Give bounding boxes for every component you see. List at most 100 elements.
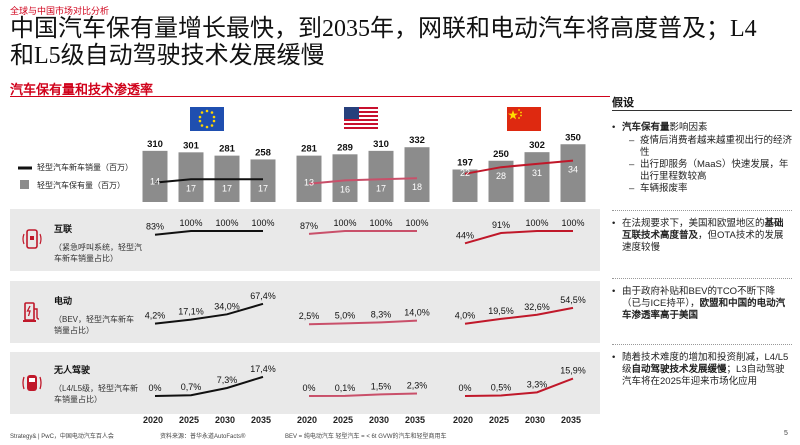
penetration-value-label: 4,0% xyxy=(455,311,476,321)
penetration-value-label: 19,5% xyxy=(488,306,514,316)
fleet-value-label: 281 xyxy=(219,144,236,155)
sidebar-heading-rule xyxy=(612,110,792,111)
legend-line-swatch xyxy=(18,166,32,170)
penetration-line xyxy=(154,230,263,236)
penetration-value-label: 100% xyxy=(333,218,356,228)
penetration-value-label: 54,5% xyxy=(560,295,586,305)
sidebar-heading: 假设 xyxy=(612,97,634,109)
year-label: 2025 xyxy=(333,415,354,425)
fleet-bar xyxy=(452,169,478,202)
year-label: 2035 xyxy=(561,415,582,425)
fleet-bar xyxy=(296,155,322,202)
assumption-electric-text: 由于政府补贴和BEV的TCO不断下降（已与ICE持平）， xyxy=(622,286,776,309)
fleet-value-label: 350 xyxy=(565,132,581,143)
sales-value-label: 28 xyxy=(496,171,506,181)
assumption-fleet-sub: 车辆报废率 xyxy=(622,183,792,195)
sales-value-label: 16 xyxy=(340,184,350,194)
section-subtitle: 汽车保有量和技术渗透率 xyxy=(10,82,154,97)
legend-line-label: 轻型汽车新车销量（百万） xyxy=(37,163,133,172)
assumption-connected-bold: 基础互联技术高度普及 xyxy=(622,218,784,241)
penetration-value-label: 0,7% xyxy=(181,382,202,392)
sales-value-label: 18 xyxy=(412,182,422,192)
year-label: 2020 xyxy=(453,415,474,425)
penetration-value-label: 3,3% xyxy=(527,379,548,389)
row-desc-autonomous: （L4/L5级，轻型汽车新车销量占比） xyxy=(54,384,139,404)
assumption-fleet-sub: 疫情后消费者越来越重视出行的经济性 xyxy=(622,135,792,159)
penetration-value-label: 1,5% xyxy=(371,381,392,391)
penetration-line xyxy=(154,302,264,325)
penetration-value-label: 15,9% xyxy=(560,366,586,376)
sales-value-label: 22 xyxy=(460,168,470,178)
sidebar-divider xyxy=(612,344,792,345)
legend-bar-label: 轻型汽车保有量（百万） xyxy=(37,181,125,190)
year-label: 2035 xyxy=(251,415,272,425)
sales-value-label: 17 xyxy=(186,183,196,193)
penetration-line xyxy=(464,230,573,245)
penetration-value-label: 100% xyxy=(405,218,428,228)
penetration-value-label: 7,3% xyxy=(217,375,238,385)
legend-bar-swatch xyxy=(20,180,29,189)
penetration-value-label: 2,5% xyxy=(299,311,320,321)
assumption-fleet: 汽车保有量影响因素 疫情后消费者越来越重视出行的经济性 出行即服务（MaaS）快… xyxy=(612,122,792,195)
penetration-line xyxy=(464,377,574,397)
penetration-value-label: 14,0% xyxy=(404,308,430,318)
penetration-value-label: 100% xyxy=(179,218,202,228)
assumption-autonomous-text: 随着技术难度的增加和投资削减，L4/L5级 xyxy=(622,352,789,375)
penetration-value-label: 83% xyxy=(146,222,164,232)
sales-value-label: 17 xyxy=(258,183,268,193)
chart-area: 310 301 281 258 14 17 17 17 83% 100% 100% 100% 4,2% 1… xyxy=(142,132,586,397)
fleet-value-label: 289 xyxy=(337,142,353,153)
panel-autonomous xyxy=(10,352,600,414)
year-label: 2020 xyxy=(297,415,318,425)
fleet-bar xyxy=(332,154,358,202)
autonomous-car-icon xyxy=(22,375,42,391)
sales-value-label: 31 xyxy=(532,168,542,178)
penetration-value-label: 100% xyxy=(251,218,274,228)
year-label: 2030 xyxy=(369,415,390,425)
penetration-line xyxy=(308,319,418,326)
row-title-autonomous: 无人驾驶 xyxy=(54,365,91,375)
assumption-connected-tail: ，但OTA技术的发展速度较慢 xyxy=(622,230,784,253)
footer-brand: Strategy& | PwC，中国电动汽车百人会 xyxy=(10,434,114,440)
sales-line xyxy=(154,178,263,184)
fleet-bar xyxy=(142,150,168,202)
penetration-value-label: 91% xyxy=(492,220,510,230)
assumption-connected-text: 在法规要求下，美国和欧盟地区的 xyxy=(622,218,765,229)
penetration-line xyxy=(308,392,418,397)
assumption-fleet-text: 影响因素 xyxy=(669,122,708,133)
penetration-value-label: 0,5% xyxy=(491,382,512,392)
sales-value-label: 17 xyxy=(376,183,386,193)
penetration-value-label: 44% xyxy=(456,230,474,240)
sales-value-label: 13 xyxy=(304,178,314,188)
year-label: 2025 xyxy=(489,415,510,425)
year-label: 2035 xyxy=(405,415,426,425)
penetration-line xyxy=(308,230,417,235)
penetration-value-label: 0% xyxy=(458,383,471,393)
penetration-value-label: 100% xyxy=(525,218,548,228)
sales-line xyxy=(464,159,574,175)
penetration-value-label: 87% xyxy=(300,221,318,231)
kicker: 全球与中国市场对比分析 xyxy=(10,6,110,16)
year-label: 2025 xyxy=(179,415,200,425)
panel-connected xyxy=(10,209,600,271)
row-desc-connected: （紧急呼叫系统，轻型汽车新车销量占比） xyxy=(54,243,142,263)
fleet-value-label: 332 xyxy=(409,135,425,146)
penetration-value-label: 17,1% xyxy=(178,307,204,317)
penetration-line xyxy=(464,306,574,325)
assumption-autonomous-bold: 自动驾驶技术发展缓慢 xyxy=(631,364,727,375)
penetration-value-label: 0% xyxy=(302,383,315,393)
assumption-electric: 由于政府补贴和BEV的TCO不断下降（已与ICE持平），欧盟和中国的电动汽车渗透… xyxy=(612,286,792,322)
fleet-bar xyxy=(524,152,550,202)
year-label: 2030 xyxy=(525,415,546,425)
fleet-value-label: 281 xyxy=(301,144,318,155)
penetration-value-label: 0% xyxy=(148,383,161,393)
fleet-value-label: 258 xyxy=(255,147,271,158)
penetration-value-label: 100% xyxy=(369,218,392,228)
penetration-value-label: 5,0% xyxy=(335,310,356,320)
eu-flag-icon xyxy=(190,107,224,131)
penetration-value-label: 67,4% xyxy=(250,291,276,301)
year-label: 2020 xyxy=(143,415,164,425)
connected-car-icon xyxy=(22,229,42,249)
sales-value-label: 14 xyxy=(150,177,160,187)
page-title: 中国汽车保有量增长最快，到2035年，网联和电动汽车将高度普及；L4和L5级自动… xyxy=(10,16,757,69)
